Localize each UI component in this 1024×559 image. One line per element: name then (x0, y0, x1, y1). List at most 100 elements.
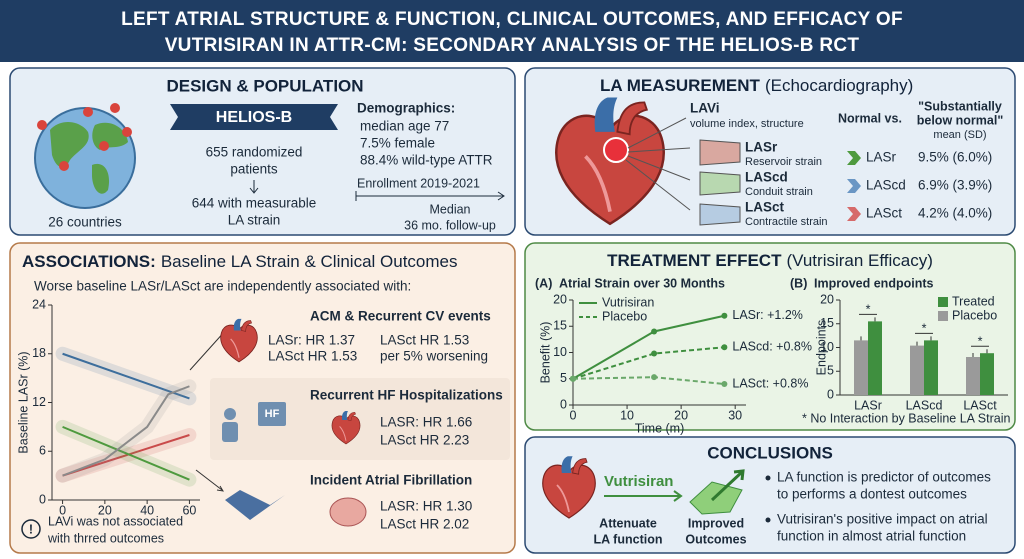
chevron (847, 151, 861, 165)
step: Outcomes (685, 532, 746, 546)
person-icon (224, 408, 236, 420)
x-tick-label: 30 (728, 408, 742, 422)
series-point (570, 375, 576, 382)
series-point (651, 350, 658, 357)
x-tick-label: 10 (620, 408, 634, 422)
step: Improved (688, 516, 744, 530)
bullet (765, 475, 771, 481)
series-line (62, 385, 190, 477)
outcome-line: per 5% worsening (380, 349, 488, 364)
x-tick-label: 40 (140, 503, 154, 517)
series-point (651, 374, 658, 381)
panel-design (9, 67, 516, 236)
bullet-text: Vutrisiran's positive impact on atrial (777, 512, 988, 527)
strain-desc: Conduit strain (745, 186, 813, 198)
measurable: 644 with measurable (192, 196, 317, 211)
table-header: below normal" (917, 113, 1004, 127)
heading-normal: Baseline LA Strain & Clinical Outcomes (161, 252, 458, 271)
table-cell: 4.2% (4.0%) (918, 206, 992, 221)
step: Attenuate (599, 516, 657, 530)
location-pins (37, 103, 132, 171)
x-tick-label: LAScd (906, 398, 943, 412)
note: with thrred outcomes (47, 531, 164, 545)
outcome-line: LASct HR 2.02 (380, 517, 469, 532)
randomized: 655 randomized (206, 145, 303, 160)
significance: * (922, 322, 927, 336)
globe (34, 107, 136, 209)
outcome-title: ACM & Recurrent CV events (310, 309, 491, 324)
intro: Worse baseline LASr/LASct are independen… (34, 279, 411, 294)
table-subheader: mean (SD) (933, 129, 986, 141)
chart-title: Improved endpoints (814, 276, 934, 290)
demographic: median age 77 (360, 119, 449, 134)
lavi-desc: volume index, structure (690, 118, 804, 130)
drug: Vutrisiran (604, 473, 673, 490)
series-point (721, 312, 728, 319)
y-tick-label: 20 (553, 292, 567, 306)
heading-bold: LA MEASUREMENT (600, 76, 761, 95)
series-end-label: LASct: +0.8% (732, 376, 808, 390)
y-tick-label: 12 (32, 395, 46, 409)
legend-label: Placebo (602, 309, 647, 323)
followup: 36 mo. follow-up (404, 218, 496, 232)
note-icon (21, 519, 41, 539)
y-tick-label: 6 (39, 444, 46, 458)
y-tick-label: 0 (39, 492, 46, 506)
chevron (847, 179, 861, 193)
bullet-text: to performs a dontest outcomes (777, 487, 967, 502)
series-point (651, 328, 658, 335)
y-tick-label: 15 (820, 316, 834, 330)
legend-swatch (938, 311, 948, 321)
strain-name: LASct (745, 200, 785, 215)
x-tick-label: 60 (182, 503, 196, 517)
y-tick-label: 24 (32, 297, 46, 311)
y-tick-label: 5 (560, 371, 567, 385)
x-tick-label: 0 (570, 408, 577, 422)
panel-heading: CONCLUSIONS (707, 443, 833, 462)
strain-icon (699, 139, 741, 166)
timeline (355, 191, 505, 201)
strain-icon (699, 171, 741, 196)
outcome-line: LASct HR 2.23 (380, 433, 469, 448)
y-tick-label: 5 (827, 364, 834, 378)
table-cell: LAScd (866, 178, 906, 193)
series-end-label: LAScd: +0.8% (732, 340, 812, 354)
af-icon (225, 490, 285, 520)
measurable: LA strain (228, 213, 281, 228)
hf-icon-text: HF (265, 408, 280, 420)
title-line: VUTRISIRAN IN ATTR-CM: SECONDARY ANALYSI… (165, 35, 860, 56)
series-point (721, 344, 728, 351)
note: LAVi was not associated (48, 514, 183, 528)
panel-heading: LA MEASUREMENT (Echocardiography) (600, 76, 913, 95)
bar (854, 340, 868, 395)
countries: 26 countries (48, 215, 122, 230)
significance: * (978, 334, 983, 348)
enrollment: Enrollment 2019-2021 (357, 176, 480, 190)
strain-desc: Contractile strain (745, 216, 828, 228)
bar (980, 353, 994, 395)
bullet (765, 517, 771, 523)
strain-name: LASr (745, 140, 778, 155)
outcome-line: LASr: HR 1.37 (268, 333, 355, 348)
y-tick-label: 10 (820, 340, 834, 354)
outcome-line: LASct HR 1.53 (268, 349, 357, 364)
trial-name: HELIOS-B (216, 109, 292, 126)
x-axis-label: Time (m) (635, 421, 685, 435)
y-tick-label: 10 (553, 345, 567, 359)
bar (910, 345, 924, 395)
demographics-heading: Demographics: (357, 101, 455, 116)
x-tick-label: 0 (59, 503, 66, 517)
strain-desc: Reservoir strain (745, 156, 822, 168)
legend-swatch (938, 297, 948, 307)
heading-normal: (Echocardiography) (765, 76, 913, 95)
bar (966, 357, 980, 395)
panel-label: (B) (790, 276, 807, 290)
demographic: 88.4% wild-type ATTR (360, 153, 493, 168)
significance: * (866, 303, 871, 317)
y-tick-label: 0 (560, 397, 567, 411)
x-tick-label: LASr (854, 398, 882, 412)
panel-heading: TREATMENT EFFECT (Vutrisiran Efficacy) (607, 251, 933, 270)
strain-icon (699, 203, 741, 226)
legend-label: Treated (952, 294, 995, 308)
